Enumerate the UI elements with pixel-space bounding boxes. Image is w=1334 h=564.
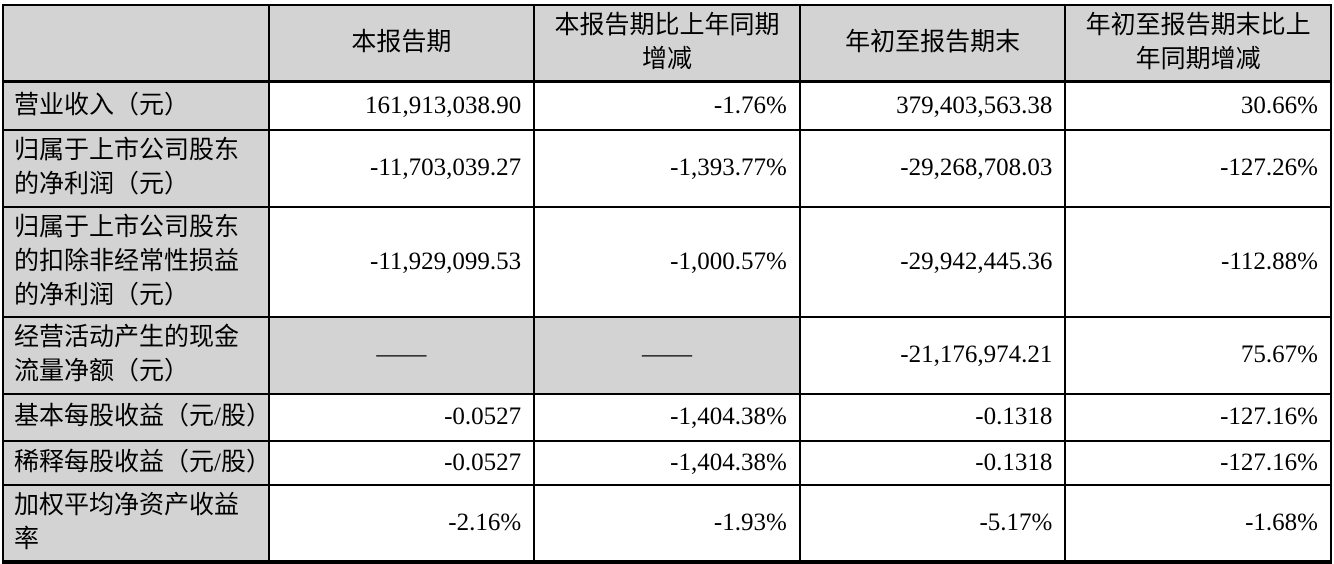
- value-cell: 30.66%: [1064, 80, 1332, 131]
- table-row: 营业收入（元） 161,913,038.90 -1.76% 379,403,563.3…: [2, 80, 1332, 131]
- column-header-cell: 本报告期: [267, 4, 536, 83]
- value-cell: -1.68%: [1064, 483, 1332, 563]
- value-cell: 379,403,563.38: [798, 80, 1067, 131]
- value-cell: -11,703,039.27: [267, 128, 536, 208]
- row-label-cell: 基本每股收益（元/股）: [2, 392, 270, 442]
- table-row: 稀释每股收益（元/股） -0.0527 -1,404.38% -0.1318 -127.…: [2, 439, 1332, 486]
- table-row: 基本每股收益（元/股） -0.0527 -1,404.38% -0.1318 -127.…: [2, 392, 1332, 442]
- row-label-cell: 经营活动产生的现金流量净额（元）: [2, 315, 270, 395]
- table-row: 归属于上市公司股东的净利润（元） -11,703,039.27 -1,393.77%…: [2, 128, 1332, 208]
- row-label-cell: 加权平均净资产收益率: [2, 483, 270, 563]
- table-row: 加权平均净资产收益率 -2.16% -1.93% -5.17% -1.68%: [2, 483, 1332, 563]
- value-cell: -127.16%: [1064, 439, 1332, 486]
- value-cell: -127.16%: [1064, 392, 1332, 442]
- value-cell: -1.93%: [533, 483, 801, 563]
- value-cell: 75.67%: [1064, 315, 1332, 395]
- value-cell: -11,929,099.53: [267, 205, 536, 318]
- column-header-cell: 年初至报告期末: [798, 4, 1067, 83]
- value-cell: -0.1318: [798, 392, 1067, 442]
- table-row: 经营活动产生的现金流量净额（元） —— —— -21,176,974.21 75.67%: [2, 315, 1332, 395]
- empty-value-cell: ——: [267, 315, 536, 395]
- value-cell: -2.16%: [267, 483, 536, 563]
- row-label-cell: 营业收入（元）: [2, 80, 270, 131]
- table-header: 本报告期 本报告期比上年同期增减 年初至报告期末 年初至报告期末比上年同期增减: [2, 4, 1332, 83]
- value-cell: -29,268,708.03: [798, 128, 1067, 208]
- empty-value-cell: ——: [533, 315, 801, 395]
- value-cell: -0.1318: [798, 439, 1067, 486]
- table-body: 营业收入（元） 161,913,038.90 -1.76% 379,403,563.3…: [2, 80, 1332, 563]
- column-header-cell: 本报告期比上年同期增减: [533, 4, 801, 83]
- row-label-cell: 稀释每股收益（元/股）: [2, 439, 270, 486]
- value-cell: -5.17%: [798, 483, 1067, 563]
- table-row: 归属于上市公司股东的扣除非经常性损益的净利润（元） -11,929,099.53-…: [2, 205, 1332, 318]
- value-cell: 161,913,038.90: [267, 80, 536, 131]
- quarterly-financial-summary-table: 本报告期 本报告期比上年同期增减 年初至报告期末 年初至报告期末比上年同期增减 营业收…: [2, 4, 1332, 564]
- value-cell: -29,942,445.36: [798, 205, 1067, 318]
- value-cell: -0.0527: [267, 392, 536, 442]
- column-header-cell: 年初至报告期末比上年同期增减: [1064, 4, 1332, 83]
- value-cell: -1,404.38%: [533, 392, 801, 442]
- value-cell: -1.76%: [533, 80, 801, 131]
- corner-header-cell: [2, 4, 270, 83]
- header-row: 本报告期 本报告期比上年同期增减 年初至报告期末 年初至报告期末比上年同期增减: [2, 4, 1332, 83]
- value-cell: -127.26%: [1064, 128, 1332, 208]
- value-cell: -1,393.77%: [533, 128, 801, 208]
- value-cell: -1,404.38%: [533, 439, 801, 486]
- value-cell: -0.0527: [267, 439, 536, 486]
- row-label-cell: 归属于上市公司股东的扣除非经常性损益的净利润（元）: [2, 205, 270, 318]
- value-cell: -1,000.57%: [533, 205, 801, 318]
- value-cell: -21,176,974.21: [798, 315, 1067, 395]
- value-cell: -112.88%: [1064, 205, 1332, 318]
- row-label-cell: 归属于上市公司股东的净利润（元）: [2, 128, 270, 208]
